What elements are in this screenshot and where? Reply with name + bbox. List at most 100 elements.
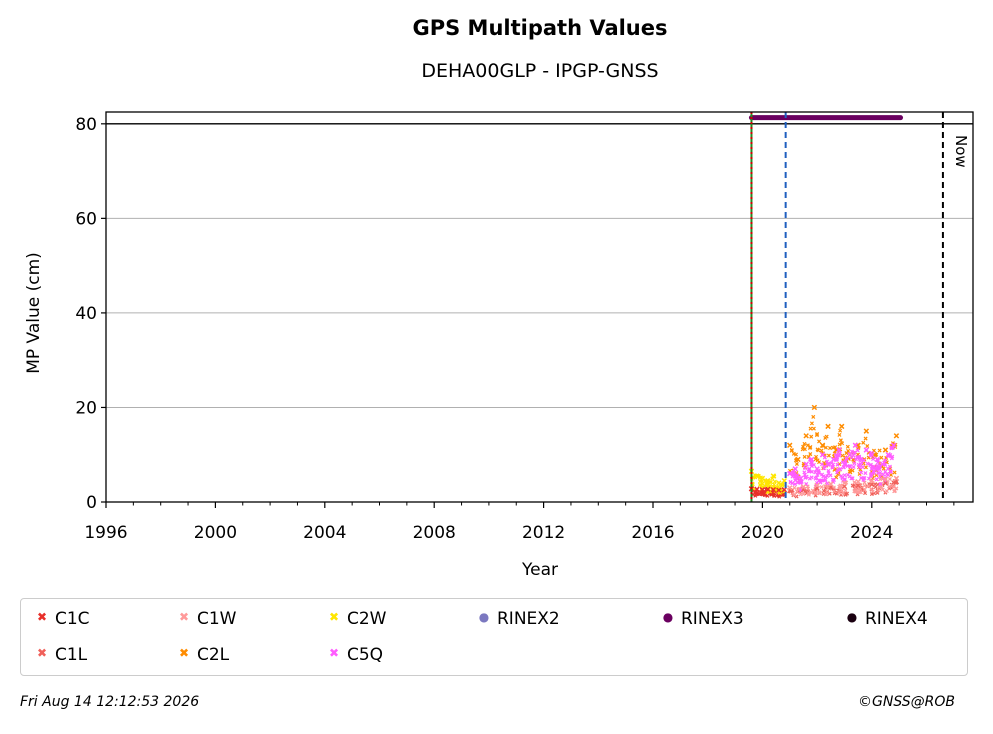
legend-item-rinex3: ● RINEX3 xyxy=(661,609,744,629)
legend-label: RINEX4 xyxy=(865,609,928,629)
data-point-c2w xyxy=(765,477,771,484)
envelope-mark xyxy=(836,490,841,495)
legend-item-rinex2: ● RINEX2 xyxy=(477,609,560,629)
data-point-c1w xyxy=(800,484,807,490)
x-tick-label: 2000 xyxy=(194,523,237,543)
envelope-mark xyxy=(808,444,813,450)
data-point-c2w xyxy=(776,480,782,486)
y-tick-label: 40 xyxy=(75,304,97,324)
envelope-mark xyxy=(829,461,834,466)
envelope-mark xyxy=(834,457,840,462)
envelope-mark xyxy=(884,488,889,494)
legend-label: RINEX2 xyxy=(497,609,560,629)
data-point-c2l xyxy=(819,442,826,449)
envelope-mark xyxy=(814,433,819,438)
envelope-mark xyxy=(808,426,813,431)
envelope-mark xyxy=(877,467,882,472)
envelope-mark xyxy=(814,475,819,480)
data-point-c1c xyxy=(765,486,771,492)
envelope-mark xyxy=(823,435,828,440)
envelope-mark xyxy=(861,440,866,445)
envelope-mark xyxy=(795,489,800,494)
envelope-mark xyxy=(870,489,875,494)
envelope-mark xyxy=(838,428,843,433)
envelope-mark xyxy=(835,462,840,467)
legend-marker-c2w: ✖ xyxy=(328,610,340,624)
x-tick-label: 2020 xyxy=(741,523,784,543)
envelope-mark xyxy=(762,491,767,496)
envelope-mark xyxy=(836,453,842,458)
envelope-mark xyxy=(878,481,883,487)
legend-label: C1C xyxy=(55,609,90,629)
data-point-c5q xyxy=(885,451,891,458)
envelope-mark xyxy=(793,452,799,457)
envelope-mark xyxy=(793,482,798,487)
envelope-mark xyxy=(802,454,807,459)
x-tick-label: 2008 xyxy=(413,523,456,543)
y-grid xyxy=(106,123,973,408)
envelope-mark xyxy=(859,475,864,480)
data-point-c2l xyxy=(787,442,793,449)
data-point-c2l xyxy=(838,423,845,430)
y-tick-label: 80 xyxy=(75,115,97,135)
envelope-mark xyxy=(809,469,814,474)
envelope-mark xyxy=(880,487,885,492)
legend-marker-c2l: ✖ xyxy=(178,646,190,660)
envelope-mark xyxy=(878,470,883,475)
envelope-mark xyxy=(886,473,891,478)
envelope-mark xyxy=(875,490,880,495)
envelope-mark xyxy=(843,488,848,493)
legend-label: C5Q xyxy=(347,645,384,665)
legend: ✖ C1C ✖ C1L ✖ C1W ✖ C2L ✖ C2W ✖ C5Q ● RINEX2 ● R… xyxy=(20,598,968,676)
envelope-mark xyxy=(838,438,843,443)
legend-marker-c5q: ✖ xyxy=(328,646,340,660)
envelope-mark xyxy=(772,479,777,484)
data-point-c2l xyxy=(825,423,831,430)
envelope-mark xyxy=(888,469,893,475)
data-point-c5q xyxy=(797,475,804,482)
envelope-mark xyxy=(816,471,822,476)
data-point-c5q xyxy=(803,461,809,467)
envelope-mark xyxy=(881,472,886,477)
envelope-mark xyxy=(809,475,814,480)
chart-title: GPS Multipath Values xyxy=(412,16,668,40)
envelope-mark xyxy=(866,484,871,489)
envelope-mark xyxy=(791,470,796,475)
y-tick-label: 0 xyxy=(86,493,97,513)
x-tick-label: 2004 xyxy=(303,523,346,543)
y-tick-label: 60 xyxy=(75,209,97,229)
envelope-mark xyxy=(850,476,855,481)
envelope-mark xyxy=(889,456,894,461)
envelope-mark xyxy=(842,477,848,482)
envelope-mark xyxy=(757,492,762,497)
envelope-mark xyxy=(844,456,849,461)
data-point-c2l xyxy=(882,447,889,453)
envelope-mark xyxy=(788,479,793,484)
now-label: Now xyxy=(952,135,970,168)
envelope-mark xyxy=(802,441,807,446)
envelope-mark xyxy=(894,486,899,491)
envelope-mark xyxy=(859,470,864,475)
envelope-mark xyxy=(856,490,861,495)
envelope-mark xyxy=(837,442,842,447)
envelope-mark xyxy=(890,483,895,488)
envelope-mark xyxy=(838,467,843,472)
legend-label: C2L xyxy=(197,645,230,665)
envelope-mark xyxy=(862,476,867,481)
envelope-mark xyxy=(811,414,816,419)
legend-marker-c1w: ✖ xyxy=(178,610,190,624)
envelope-mark xyxy=(887,484,892,489)
envelope-mark xyxy=(853,457,858,462)
chart-subtitle: DEHA00GLP - IPGP-GNSS xyxy=(421,60,659,82)
data-point-c5q xyxy=(830,456,837,463)
legend-marker-c1c: ✖ xyxy=(36,610,48,624)
envelope-mark xyxy=(887,464,892,469)
envelope-mark xyxy=(852,480,857,485)
data-point-c5q xyxy=(836,447,842,453)
data-point-c5q xyxy=(890,442,897,449)
data-point-c5q xyxy=(841,461,848,467)
envelope-mark xyxy=(808,452,813,457)
envelope-mark xyxy=(813,457,818,462)
legend-marker-rinex2: ● xyxy=(478,610,490,624)
axes: 0 20 40 60 80 1996 2000 2004 2008 2012 2016 2020 202… xyxy=(75,111,974,543)
